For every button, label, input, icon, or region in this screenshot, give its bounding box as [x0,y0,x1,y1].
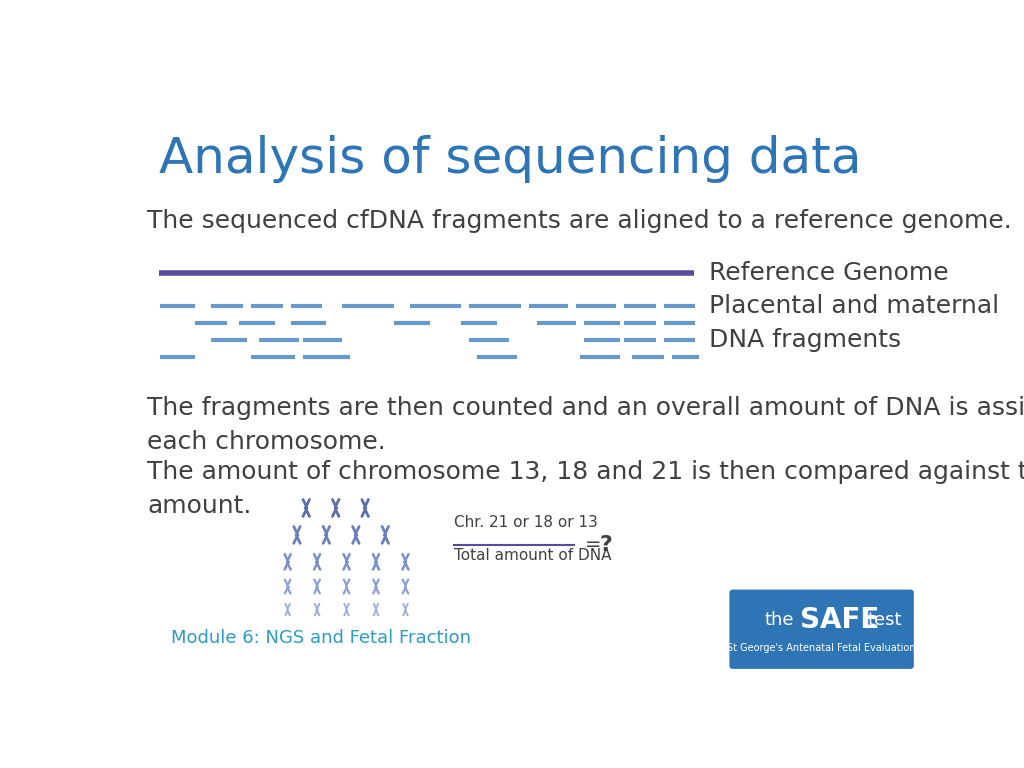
Text: The amount of chromosome 13, 18 and 21 is then compared against the total
amount: The amount of chromosome 13, 18 and 21 i… [147,460,1024,518]
Text: Module 6: NGS and Fetal Fraction: Module 6: NGS and Fetal Fraction [171,628,471,647]
Text: Chr. 21 or 18 or 13: Chr. 21 or 18 or 13 [454,515,597,529]
Text: Analysis of sequencing data: Analysis of sequencing data [159,134,861,183]
Text: the: the [765,611,794,630]
Text: Reference Genome: Reference Genome [710,261,949,285]
Text: test: test [868,611,902,630]
Text: St George's Antenatal Fetal Evaluation: St George's Antenatal Fetal Evaluation [727,643,915,653]
Text: The fragments are then counted and an overall amount of DNA is assigned to
each : The fragments are then counted and an ov… [147,396,1024,454]
Text: Total amount of DNA: Total amount of DNA [454,548,611,563]
Text: =: = [586,535,608,554]
Text: SAFE: SAFE [800,607,880,634]
Text: The sequenced cfDNA fragments are aligned to a reference genome.: The sequenced cfDNA fragments are aligne… [147,209,1012,233]
FancyBboxPatch shape [729,590,913,669]
Text: ?: ? [599,535,612,555]
Text: Placental and maternal
DNA fragments: Placental and maternal DNA fragments [710,294,999,352]
